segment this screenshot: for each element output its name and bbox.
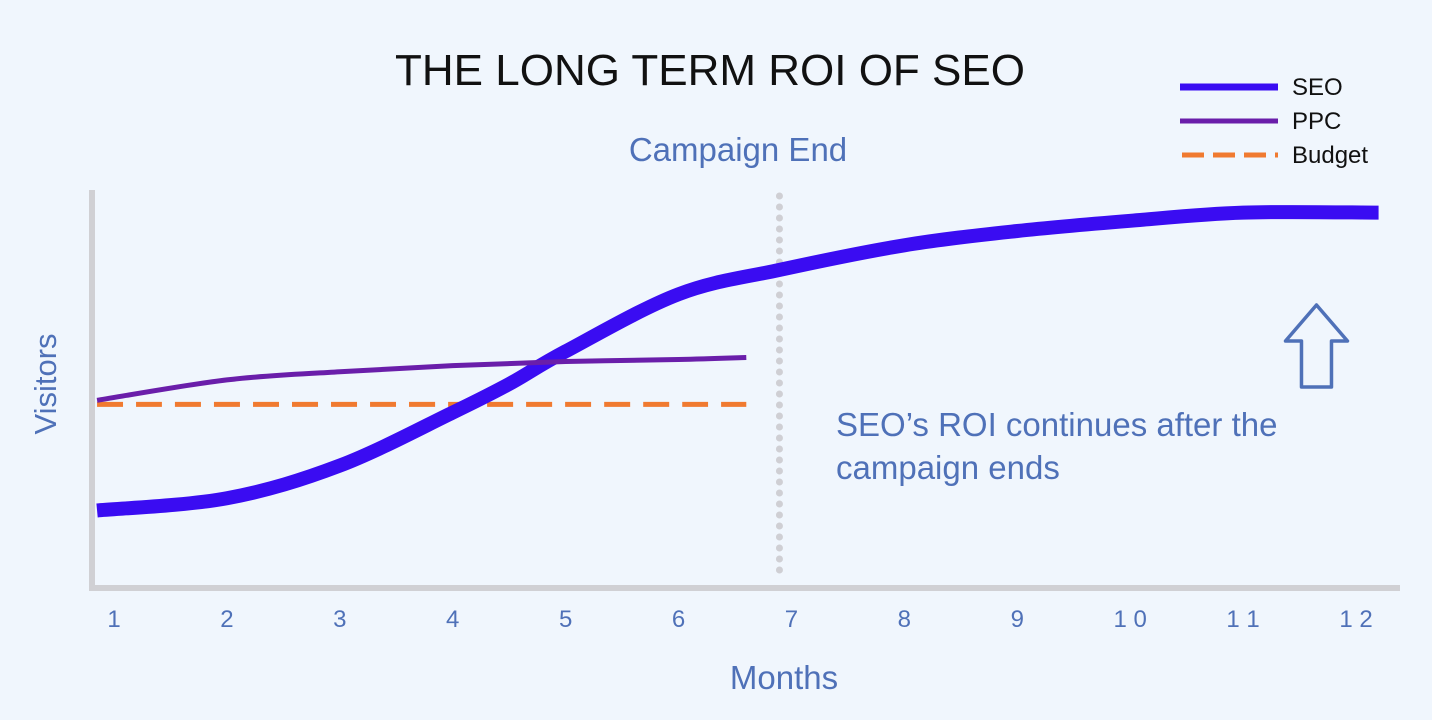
series-line-seo — [96, 205, 1379, 518]
x-tick-label: 1 — [107, 606, 120, 633]
x-tick-labels: 1 2 3 4 5 6 7 8 9 1 0 1 1 1 2 — [107, 606, 1372, 633]
legend-label-budget: Budget — [1292, 142, 1368, 169]
campaign-end-label: Campaign End — [629, 131, 847, 168]
x-tick-label: 6 — [672, 606, 685, 633]
legend-label-ppc: PPC — [1292, 108, 1341, 135]
series-lines — [96, 205, 1379, 518]
chart-title: THE LONG TERM ROI OF SEO — [395, 46, 1025, 95]
y-axis-label: Visitors — [28, 333, 63, 434]
series-line-ppc — [96, 354, 747, 403]
x-tick-label: 3 — [333, 606, 346, 633]
annotation-note-line2: campaign ends — [836, 449, 1060, 486]
legend-label-seo: SEO — [1292, 74, 1343, 101]
x-tick-label: 7 — [785, 606, 798, 633]
x-tick-label: 5 — [559, 606, 572, 633]
x-tick-label: 9 — [1011, 606, 1024, 633]
up-arrow-icon — [1283, 303, 1350, 389]
x-tick-label: 1 2 — [1339, 606, 1372, 633]
annotation-note-line1: SEO’s ROI continues after the — [836, 406, 1277, 443]
x-tick-label: 1 1 — [1226, 606, 1259, 633]
x-tick-label: 4 — [446, 606, 459, 633]
x-axis-label: Months — [730, 659, 838, 696]
legend: SEO PPC Budget — [1180, 74, 1368, 169]
x-tick-label: 8 — [898, 606, 911, 633]
x-tick-label: 2 — [220, 606, 233, 633]
x-tick-label: 1 0 — [1113, 606, 1146, 633]
